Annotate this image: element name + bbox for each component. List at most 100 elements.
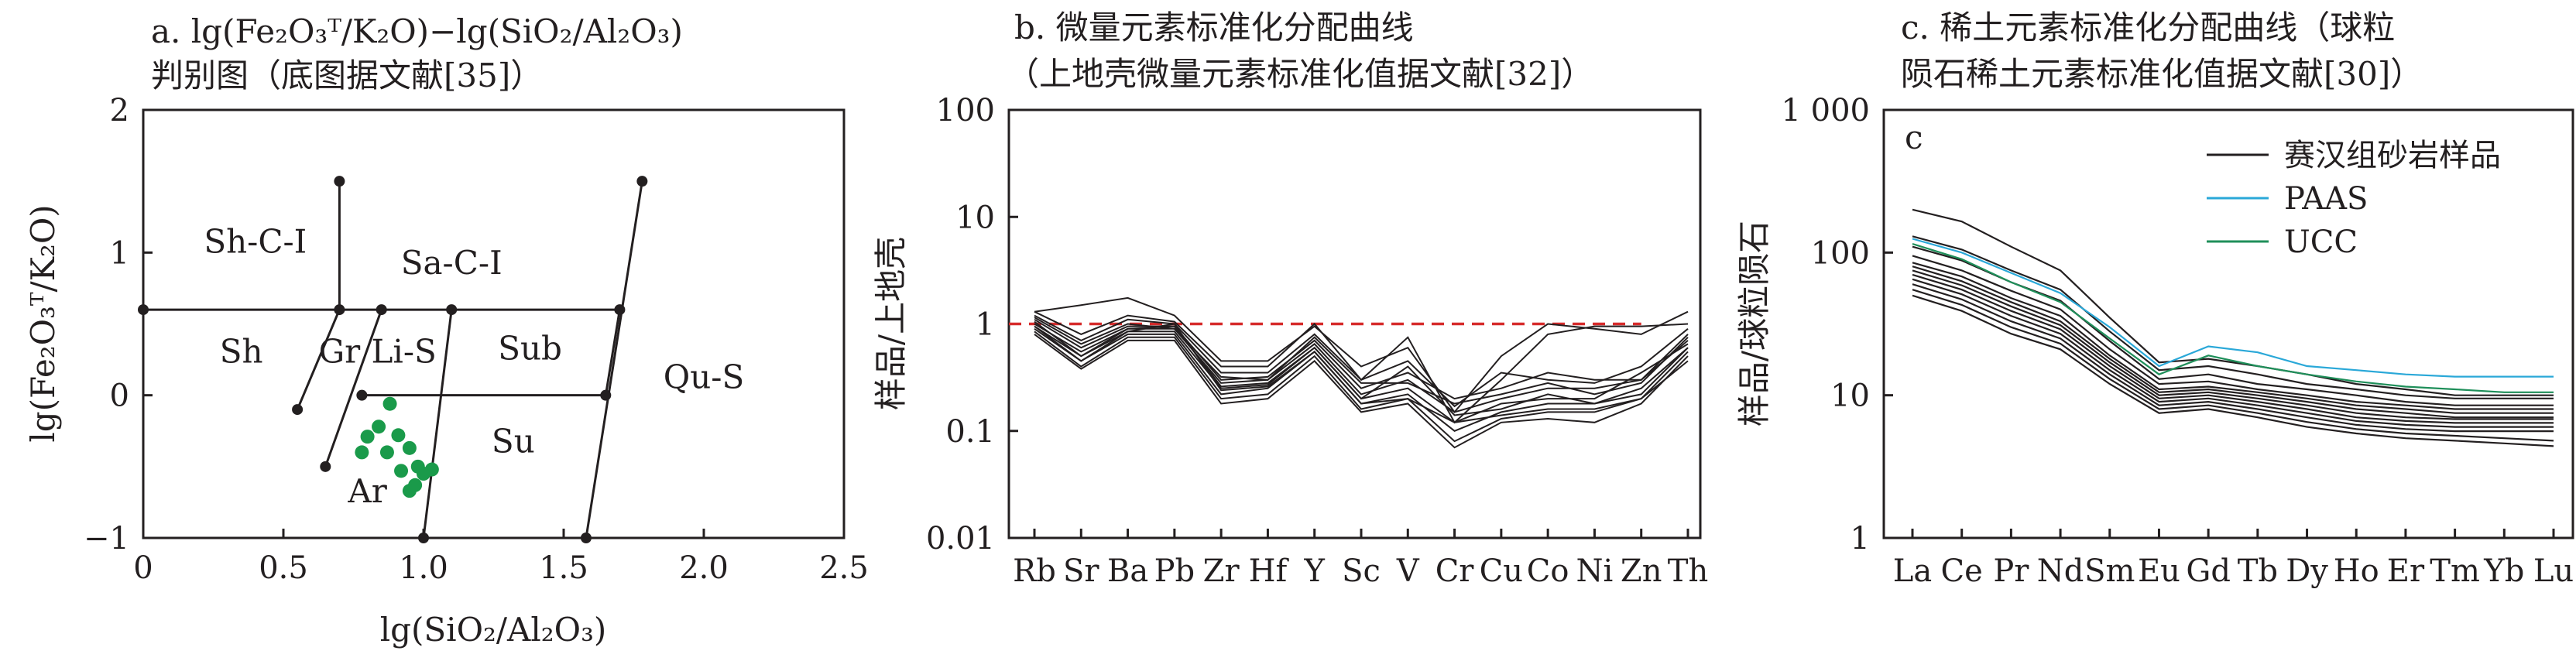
x-tick-label: Lu [2533, 553, 2574, 589]
sample-point [391, 428, 406, 443]
sample-line [1912, 278, 2554, 428]
boundary-node [334, 304, 345, 316]
y-tick-label: 1 [1851, 521, 1870, 557]
sample-line [1912, 283, 2554, 433]
panel-a-y-axis-label: lg(Fe₂O₃ᵀ/K₂O) [24, 204, 62, 442]
sample-line [1912, 235, 2554, 399]
legend-label: UCC [2284, 224, 2358, 260]
panel-c-series-lines [1912, 208, 2554, 447]
boundary-node [580, 533, 592, 543]
region-label: Su [492, 422, 535, 460]
sample-line [1034, 323, 1689, 423]
panel-a-x-axis-label: lg(SiO₂/Al₂O₃) [380, 611, 607, 649]
x-tick-label: Ni [1576, 553, 1614, 589]
sample-point [355, 445, 369, 460]
panel-c-panel-letter: c [1905, 118, 1923, 156]
x-tick-label: 0.5 [259, 550, 308, 586]
sample-point [402, 484, 417, 498]
sample-line [1912, 262, 2554, 414]
sample-line [1912, 289, 2554, 442]
panel-b-series-lines [1034, 296, 1689, 449]
y-tick-label: 10 [1830, 378, 1870, 414]
panel-c-title-line2: 陨石稀土元素标准化值据文献[30]） [1901, 55, 2423, 93]
sample-line [1912, 269, 2554, 420]
x-tick-label: Pb [1154, 553, 1195, 589]
sample-point [382, 396, 397, 411]
y-tick-label: 100 [1811, 235, 1870, 271]
boundary-node [446, 304, 458, 316]
boundary-node [636, 176, 648, 187]
panel-c-axis-ticks: 1 10 100 1 000 La Ce Pr Nd Sm Eu Gd Tb Dy Ho Er Tm Yb Lu [1781, 93, 2574, 589]
sample-line [1912, 265, 2554, 419]
sample-point [379, 445, 394, 460]
boundary-node [614, 304, 626, 316]
y-tick-label: 0.1 [945, 414, 995, 450]
region-label: Ar [347, 472, 387, 510]
x-tick-label: 2.0 [679, 550, 729, 586]
panel-c-y-axis-label: 样品/球粒陨石 [1735, 221, 1773, 426]
boundary-line [422, 309, 453, 539]
x-tick-label: Er [2387, 553, 2425, 589]
x-tick-label: Sr [1063, 553, 1099, 589]
x-tick-label: Y [1304, 553, 1326, 589]
sample-point [360, 430, 375, 444]
x-tick-label: Hf [1249, 553, 1290, 589]
x-tick-label: Sm [2084, 553, 2135, 589]
panel-c: c. 稀土元素标准化分配曲线（球粒 陨石稀土元素标准化值据文献[30]） c 1… [1735, 9, 2574, 589]
y-tick-label: 1 [976, 307, 995, 343]
legend-label: PAAS [2284, 181, 2368, 217]
region-label: Sa-C-I [401, 244, 503, 282]
region-label: Li-S [372, 332, 437, 370]
y-tick-label: 2 [110, 93, 129, 128]
boundary-line [585, 180, 643, 539]
boundary-node [600, 389, 612, 401]
boundary-node [292, 404, 304, 416]
sample-line [1034, 320, 1689, 416]
panel-b-axis-ticks: 0.01 0.1 1 10 100 Rb Sr Ba Pb Zr Hf Y Sc V Cr Cu Co Ni Zn T… [926, 93, 1708, 589]
x-tick-label: Cu [1480, 553, 1523, 589]
x-tick-label: Th [1668, 553, 1708, 589]
ucc-line [1912, 243, 2554, 393]
region-label: Qu-S [664, 358, 744, 396]
panel-a-title-line2: 判别图（底图据文献[35]） [151, 57, 543, 94]
x-tick-label: Tb [2238, 553, 2278, 589]
x-tick-label: V [1396, 553, 1420, 589]
boundary-node [376, 304, 387, 316]
y-tick-label: 1 [110, 235, 129, 271]
sample-line [1912, 208, 2554, 396]
panel-a: a. lg(Fe₂O₃ᵀ/K₂O)−lg(SiO₂/Al₂O₃) 判别图（底图据… [24, 12, 869, 649]
panel-a-sample-points [355, 396, 439, 498]
sample-line [1034, 296, 1689, 414]
y-tick-label: −1 [84, 521, 129, 557]
sample-line [1034, 334, 1689, 449]
sample-point [394, 464, 409, 478]
boundary-line [296, 309, 341, 410]
sample-line [1912, 255, 2554, 410]
legend-label: 赛汉组砂岩样品 [2284, 138, 2501, 173]
region-label: Sh-C-I [204, 222, 307, 260]
panel-a-plot-frame [142, 108, 846, 539]
paas-line [1912, 238, 2554, 378]
boundary-node [418, 533, 429, 543]
x-tick-label: Pr [1993, 553, 2029, 589]
panel-b-title-line2: （上地壳微量元素标准化值据文献[32]） [1007, 55, 1593, 93]
y-tick-label: 0 [110, 378, 129, 414]
x-tick-label: La [1893, 553, 1932, 589]
x-tick-label: Yb [2483, 553, 2524, 589]
sample-line [1034, 330, 1689, 443]
y-tick-label: 10 [955, 200, 995, 235]
panel-a-title-line1: a. lg(Fe₂O₃ᵀ/K₂O)−lg(SiO₂/Al₂O₃) [151, 12, 683, 50]
panel-b: b. 微量元素标准化分配曲线 （上地壳微量元素标准化值据文献[32]） 0.01… [872, 9, 1708, 589]
x-tick-label: Ce [1941, 553, 1983, 589]
boundary-node [138, 304, 149, 316]
panel-c-title-line1: c. 稀土元素标准化分配曲线（球粒 [1901, 9, 2395, 46]
x-tick-label: 1.0 [399, 550, 448, 586]
x-tick-label: Gd [2186, 553, 2231, 589]
x-tick-label: Cr [1435, 553, 1475, 589]
region-label: Sub [498, 330, 562, 368]
boundary-line [324, 309, 383, 467]
panel-c-legend: 赛汉组砂岩样品 PAAS UCC [2207, 138, 2501, 260]
x-tick-label: 1.5 [539, 550, 588, 586]
